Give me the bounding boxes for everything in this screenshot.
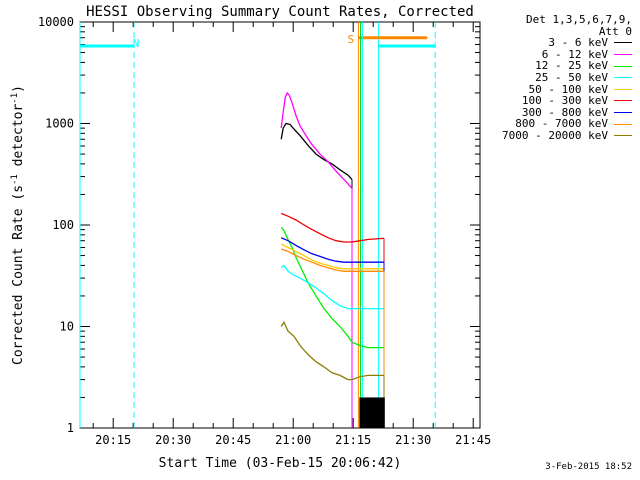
legend-swatch [614, 88, 632, 90]
ylabel-sup2: -1 [10, 93, 20, 104]
marker-label: N [133, 37, 140, 50]
y-tick-label: 10000 [38, 15, 74, 29]
y-tick-label: 1 [67, 421, 74, 435]
series-lines [280, 91, 385, 428]
axis-ticks [80, 21, 480, 429]
chart-title: HESSI Observing Summary Count Rates, Cor… [86, 4, 474, 20]
legend-label: 7000 - 20000 keV [502, 128, 608, 142]
ylabel-suffix: ) [11, 85, 26, 93]
legend-label: 300 - 800 keV [521, 105, 608, 119]
x-tick-label: 21:30 [395, 433, 431, 447]
y-tick-label: 100 [52, 218, 74, 232]
legend-entry: 50 - 100 keV [484, 82, 632, 96]
legend-swatch [614, 100, 632, 102]
marker-label: S [347, 33, 354, 46]
series-line [280, 212, 385, 243]
legend-label: 100 - 300 keV [521, 94, 608, 108]
y-axis-label: Corrected Count Rate (s-1 detector-1) [10, 85, 26, 365]
x-axis-label: Start Time (03-Feb-15 20:06:42) [159, 456, 402, 471]
legend-label: 12 - 25 keV [535, 59, 608, 73]
y-tick-label: 1000 [45, 117, 74, 131]
series-line [280, 91, 353, 189]
ylabel-prefix: Corrected Count Rate (s [11, 185, 26, 365]
series-line [280, 243, 384, 270]
x-tick-label: 21:15 [335, 433, 371, 447]
legend-header-1: Det 1,3,5,6,7,9, [526, 13, 632, 26]
series-line [280, 320, 384, 381]
legend-label: 6 - 12 keV [541, 47, 608, 61]
legend-entry: 800 - 7000 keV [484, 118, 632, 130]
legend-entry: 100 - 300 keV [484, 95, 632, 107]
ylabel-sup1: -1 [10, 174, 20, 185]
legend-entry: 12 - 25 keV [484, 60, 632, 72]
legend-label: 3 - 6 keV [548, 36, 608, 50]
series-line [280, 122, 353, 181]
tick-labels: 1 10 100 1000 10000 20:15 20:30 20:45 21:00 21:15… [38, 15, 491, 447]
legend-swatch [614, 112, 632, 114]
legend-entry: 7000 - 20000 keV [484, 130, 632, 142]
legend-swatch [614, 123, 632, 125]
legend-label: 25 - 50 keV [535, 70, 608, 84]
series-line [280, 237, 384, 263]
x-tick-label: 21:00 [275, 433, 311, 447]
y-tick-label: 10 [60, 320, 74, 334]
legend-entry: 25 - 50 keV [484, 72, 632, 84]
legend-label: 800 - 7000 keV [515, 117, 608, 131]
legend-label: 50 - 100 keV [528, 82, 608, 96]
legend-swatch [614, 42, 632, 44]
legend-swatch [614, 65, 632, 67]
x-tick-label: 20:45 [215, 433, 251, 447]
low-count-block [359, 397, 385, 428]
series-line [280, 248, 384, 272]
legend-swatch [614, 54, 632, 56]
legend-entry: 300 - 800 keV [484, 107, 632, 119]
legend-swatch [614, 135, 632, 137]
x-tick-label: 21:45 [455, 433, 491, 447]
series-line [280, 264, 384, 310]
legend-rows: 3 - 6 keV 6 - 12 keV 12 - 25 keV 25 - 50 ke… [484, 37, 632, 141]
legend-entry: 3 - 6 keV [484, 37, 632, 49]
x-tick-label: 20:15 [95, 433, 131, 447]
ylabel-mid: detector [11, 104, 26, 175]
legend: Det 1,3,5,6,7,9, Att 0 3 - 6 keV 6 - 12 k… [484, 14, 632, 142]
x-tick-label: 20:30 [155, 433, 191, 447]
series-line [280, 226, 384, 349]
legend-header-2: Att 0 [598, 24, 632, 38]
legend-swatch [614, 77, 632, 79]
legend-entry: 6 - 12 keV [484, 49, 632, 61]
timestamp: 3-Feb-2015 18:52 [545, 462, 632, 472]
plot-frame [79, 21, 481, 429]
